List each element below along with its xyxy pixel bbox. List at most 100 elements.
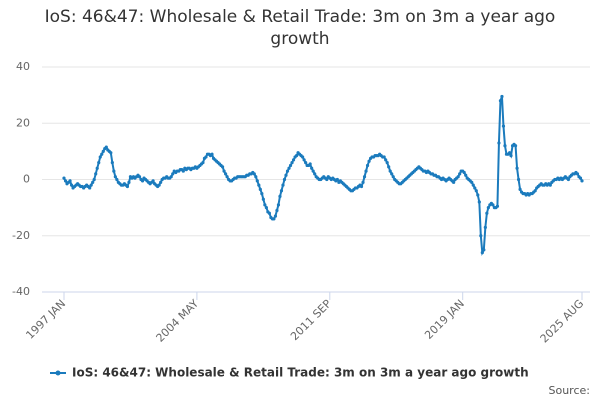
data-point bbox=[257, 183, 261, 187]
data-point bbox=[301, 155, 305, 159]
data-point bbox=[518, 187, 522, 191]
data-point bbox=[254, 175, 258, 179]
data-point bbox=[486, 206, 490, 210]
legend-label: IoS: 46&47: Wholesale & Retail Trade: 3m… bbox=[72, 366, 529, 380]
data-point bbox=[391, 175, 395, 179]
data-point bbox=[288, 163, 293, 168]
data-point bbox=[456, 175, 460, 179]
x-tick-label: 2025 AUG bbox=[538, 297, 587, 346]
data-point bbox=[98, 155, 102, 159]
data-point bbox=[201, 161, 205, 165]
chart-title: IoS: 46&47: Wholesale & Retail Trade: 3m… bbox=[44, 7, 556, 49]
data-point bbox=[69, 183, 74, 187]
data-point bbox=[225, 175, 229, 179]
data-point bbox=[169, 175, 173, 179]
y-tick-label: 20 bbox=[16, 116, 30, 129]
data-point bbox=[112, 169, 116, 173]
data-point bbox=[497, 141, 501, 145]
data-point bbox=[304, 161, 308, 165]
data-point bbox=[260, 191, 264, 196]
data-point bbox=[476, 193, 480, 197]
data-point bbox=[285, 169, 290, 173]
data-point bbox=[515, 166, 519, 170]
data-point bbox=[335, 177, 339, 182]
data-point bbox=[220, 165, 225, 169]
data-point bbox=[498, 99, 503, 103]
data-point bbox=[462, 170, 466, 175]
data-point bbox=[258, 187, 262, 191]
data-point bbox=[509, 153, 513, 158]
data-point bbox=[480, 251, 484, 255]
data-point bbox=[474, 189, 478, 193]
data-point bbox=[359, 184, 364, 189]
data-point bbox=[452, 180, 456, 184]
data-point bbox=[101, 149, 105, 153]
source-label: Source: bbox=[549, 384, 591, 397]
data-point bbox=[159, 180, 163, 184]
data-point bbox=[278, 194, 282, 198]
data-point bbox=[279, 189, 284, 193]
data-point bbox=[313, 172, 317, 176]
data-point bbox=[62, 176, 66, 180]
y-tick-label: -20 bbox=[12, 229, 30, 242]
data-point bbox=[507, 151, 512, 155]
data-point bbox=[222, 169, 226, 173]
data-point bbox=[282, 177, 287, 182]
data-point bbox=[68, 179, 72, 183]
data-point bbox=[125, 184, 130, 189]
data-point bbox=[311, 169, 315, 173]
x-tick-label: 2019 JAN bbox=[422, 297, 467, 342]
data-point bbox=[503, 144, 507, 148]
data-point bbox=[137, 175, 142, 179]
data-point bbox=[204, 155, 208, 159]
data-point bbox=[100, 152, 104, 156]
data-point bbox=[470, 180, 474, 184]
data-point bbox=[109, 151, 113, 155]
y-tick-label: -40 bbox=[12, 285, 30, 298]
data-point bbox=[464, 173, 468, 177]
data-point bbox=[210, 152, 214, 156]
data-point bbox=[290, 161, 294, 165]
data-point bbox=[479, 234, 483, 238]
data-point bbox=[575, 172, 580, 176]
data-point bbox=[157, 183, 161, 187]
data-point bbox=[500, 94, 504, 99]
data-point bbox=[273, 214, 278, 218]
data-point bbox=[276, 203, 281, 207]
data-point bbox=[385, 161, 389, 165]
data-point bbox=[310, 166, 314, 170]
data-point bbox=[275, 208, 279, 213]
data-point bbox=[294, 153, 299, 158]
data-point bbox=[361, 180, 365, 184]
data-point bbox=[471, 183, 475, 187]
data-point bbox=[580, 179, 584, 183]
data-point bbox=[91, 180, 95, 184]
data-point bbox=[566, 177, 571, 182]
data-point bbox=[482, 248, 486, 252]
data-point bbox=[390, 172, 394, 176]
data-point bbox=[491, 203, 495, 207]
data-point bbox=[267, 211, 271, 215]
data-point bbox=[97, 161, 101, 165]
data-point bbox=[387, 165, 391, 169]
data-point bbox=[151, 179, 155, 183]
data-point bbox=[140, 179, 145, 183]
data-point bbox=[365, 163, 370, 168]
series-line bbox=[63, 96, 583, 257]
data-point bbox=[308, 162, 312, 166]
data-point bbox=[252, 172, 256, 176]
data-point bbox=[367, 159, 371, 163]
data-point bbox=[127, 180, 131, 184]
data-point bbox=[92, 177, 96, 182]
data-point bbox=[516, 177, 521, 182]
data-point bbox=[384, 158, 388, 162]
data-point bbox=[284, 173, 288, 177]
data-point bbox=[113, 175, 117, 179]
data-point bbox=[362, 175, 367, 179]
data-point bbox=[115, 177, 119, 182]
data-point bbox=[89, 183, 93, 187]
data-point bbox=[63, 179, 68, 183]
y-tick-label: 40 bbox=[16, 60, 30, 73]
data-point bbox=[171, 172, 175, 176]
